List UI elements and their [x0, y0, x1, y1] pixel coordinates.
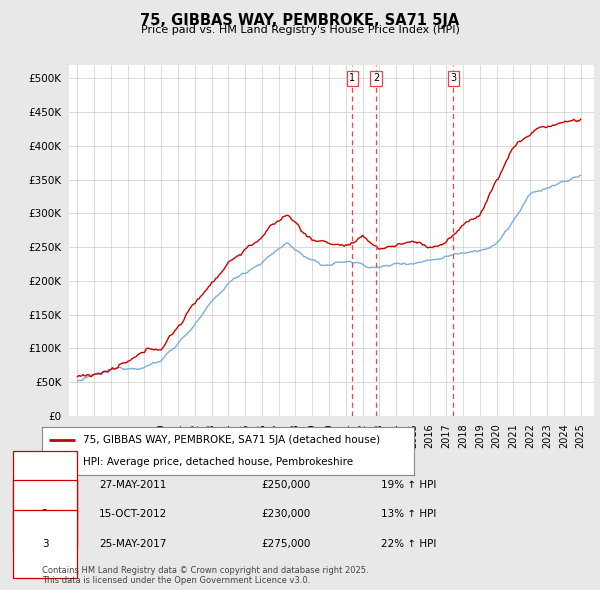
Text: 3: 3 [450, 73, 456, 83]
Text: 75, GIBBAS WAY, PEMBROKE, SA71 5JA: 75, GIBBAS WAY, PEMBROKE, SA71 5JA [140, 13, 460, 28]
Text: 27-MAY-2011: 27-MAY-2011 [99, 480, 166, 490]
Text: 1: 1 [41, 480, 49, 490]
Text: Price paid vs. HM Land Registry's House Price Index (HPI): Price paid vs. HM Land Registry's House … [140, 25, 460, 35]
Text: Contains HM Land Registry data © Crown copyright and database right 2025.
This d: Contains HM Land Registry data © Crown c… [42, 566, 368, 585]
Text: 19% ↑ HPI: 19% ↑ HPI [381, 480, 436, 490]
Text: 3: 3 [41, 539, 49, 549]
Text: 15-OCT-2012: 15-OCT-2012 [99, 510, 167, 519]
Text: £250,000: £250,000 [261, 480, 310, 490]
Text: 2: 2 [373, 73, 379, 83]
Text: 2: 2 [41, 510, 49, 519]
Text: £230,000: £230,000 [261, 510, 310, 519]
Text: 75, GIBBAS WAY, PEMBROKE, SA71 5JA (detached house): 75, GIBBAS WAY, PEMBROKE, SA71 5JA (deta… [83, 435, 380, 445]
Text: 1: 1 [349, 73, 356, 83]
Text: 22% ↑ HPI: 22% ↑ HPI [381, 539, 436, 549]
Text: £275,000: £275,000 [261, 539, 310, 549]
Text: 25-MAY-2017: 25-MAY-2017 [99, 539, 166, 549]
Text: HPI: Average price, detached house, Pembrokeshire: HPI: Average price, detached house, Pemb… [83, 457, 353, 467]
Text: 13% ↑ HPI: 13% ↑ HPI [381, 510, 436, 519]
